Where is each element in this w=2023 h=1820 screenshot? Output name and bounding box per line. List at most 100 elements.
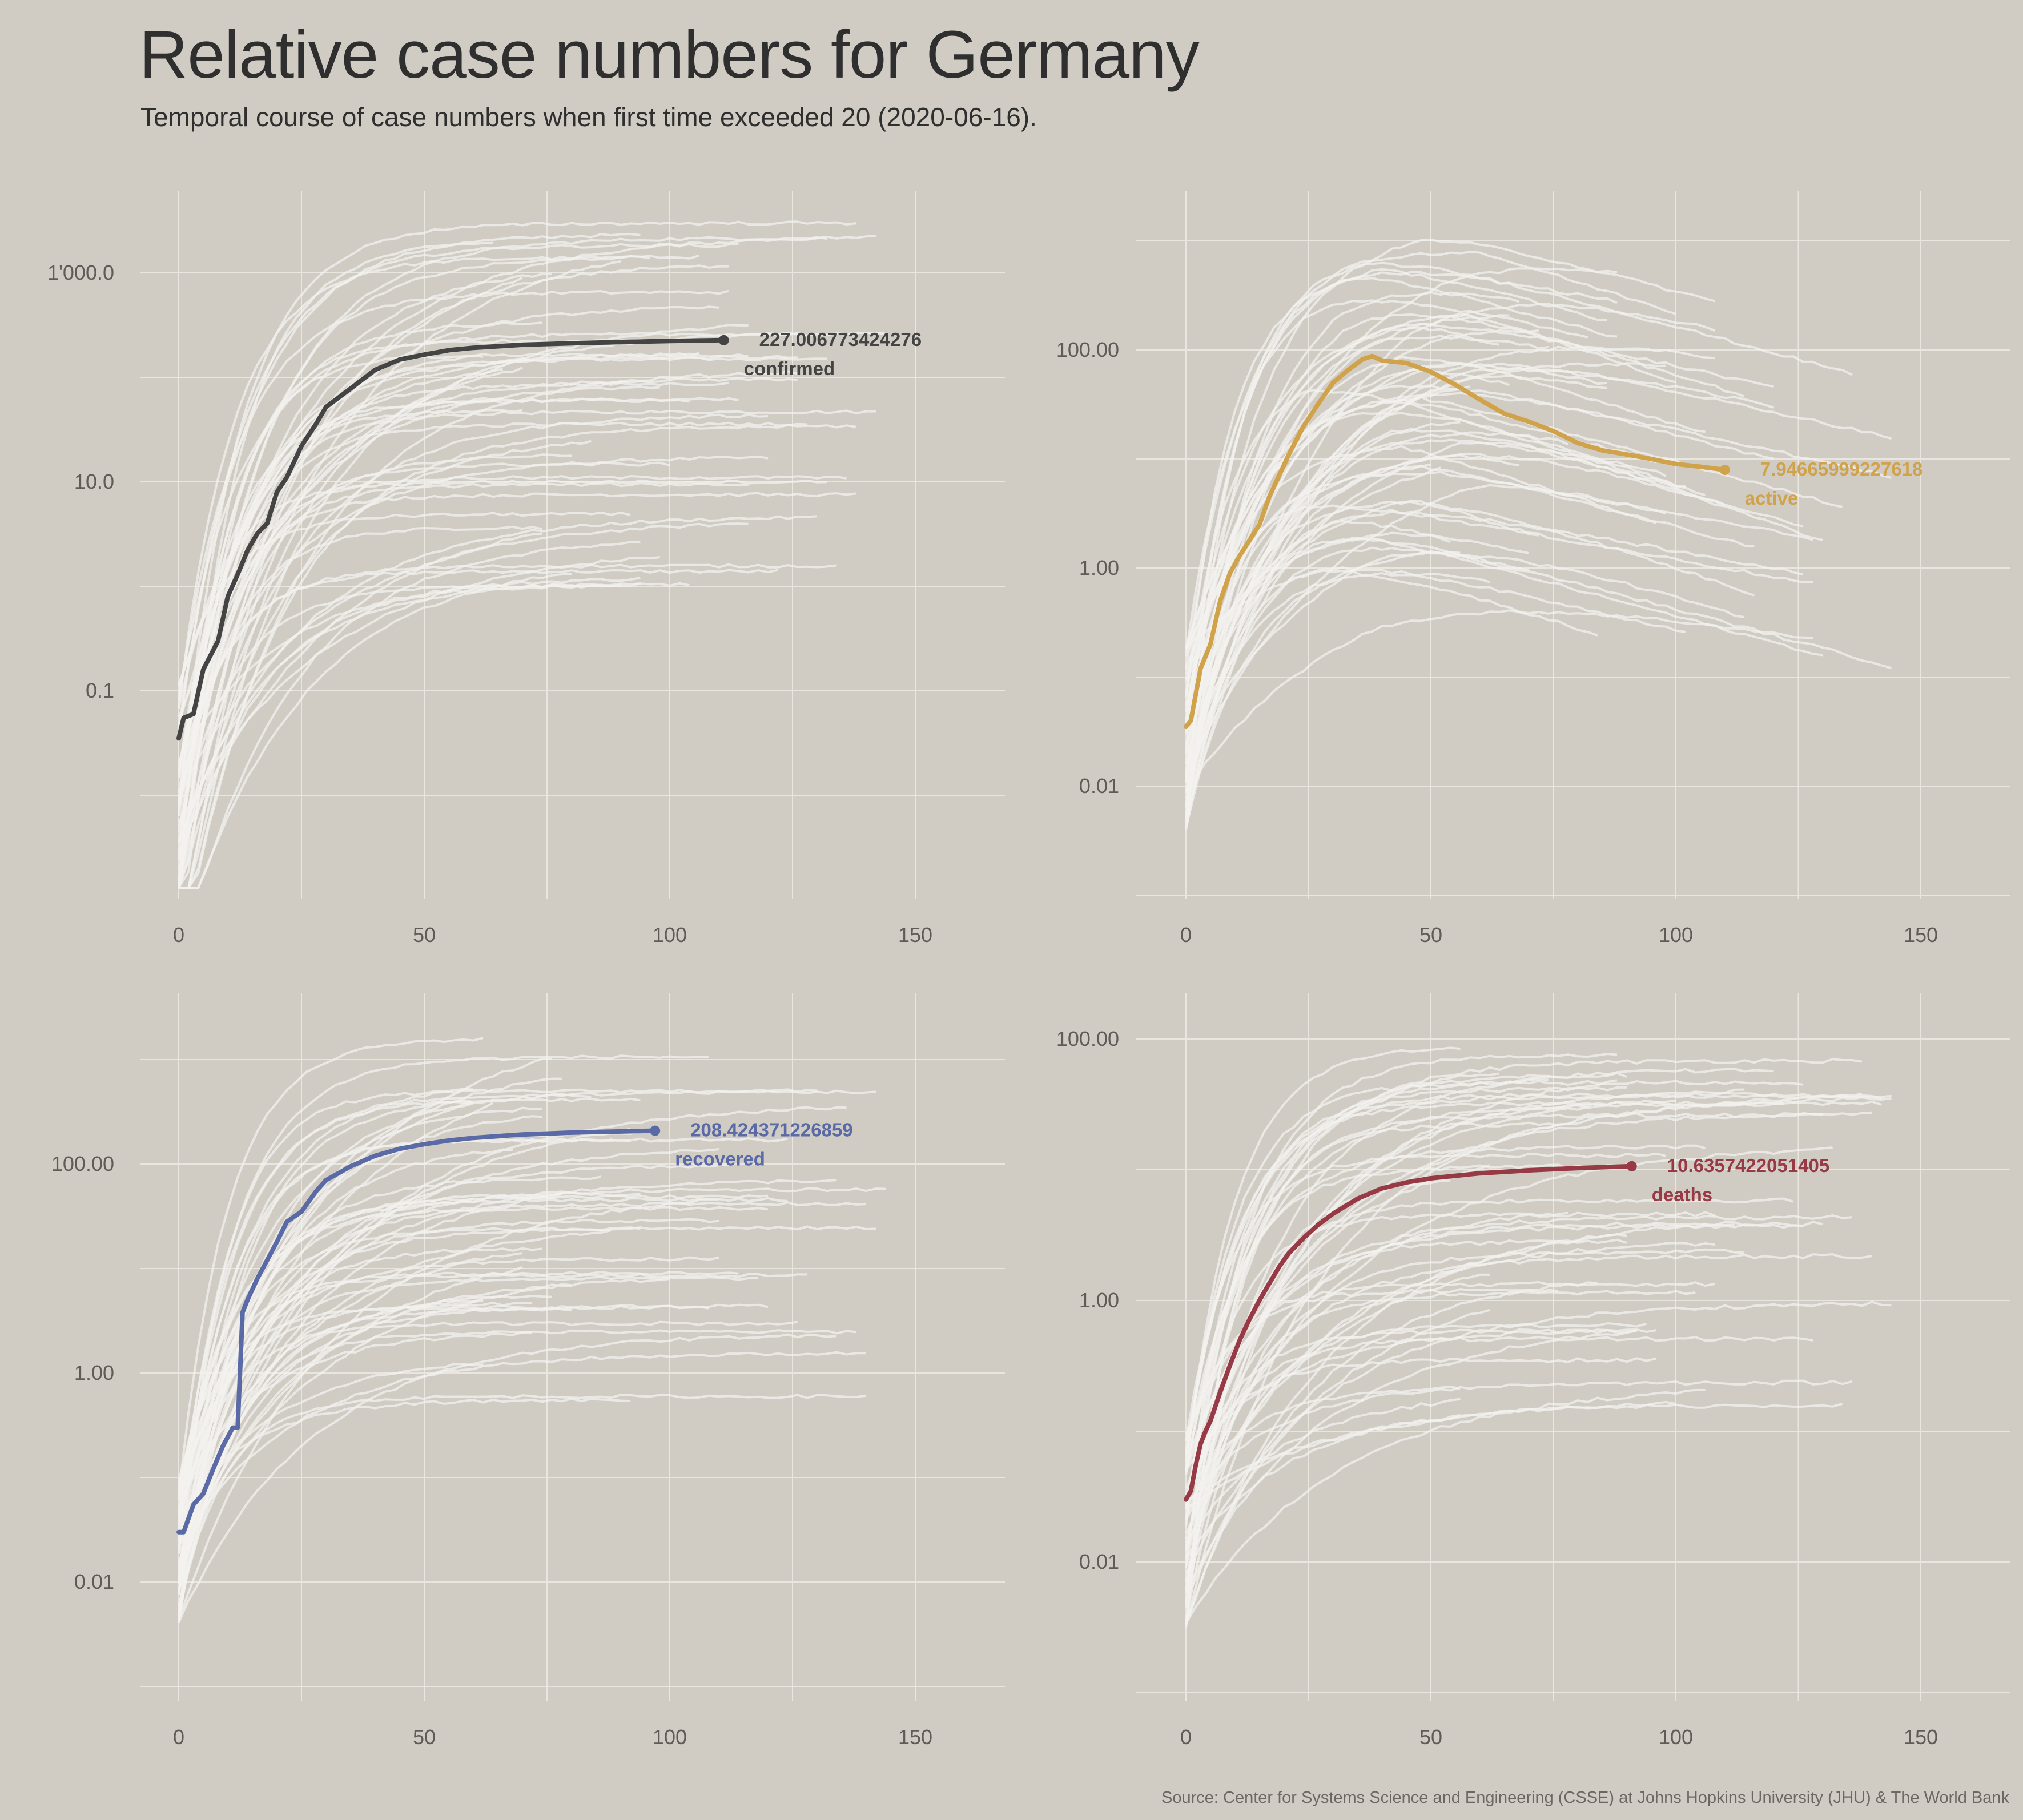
country-line: [178, 1398, 631, 1519]
country-line: [178, 1138, 631, 1553]
country-line: [178, 532, 542, 855]
y-tick-label: 1'000.0: [47, 261, 114, 284]
country-line: [178, 479, 827, 709]
country-line: [178, 1333, 837, 1624]
country-line: [178, 1106, 542, 1500]
country-line: [178, 352, 700, 808]
country-line: [1185, 239, 1716, 764]
highlight-line-deaths: [1184, 1163, 1634, 1502]
panel-recovered: 0 50 100 150 0.01 1.00 100.00 208.424371226859 r…: [51, 993, 1005, 1749]
highlight-endpoint: [1626, 1161, 1637, 1171]
other-countries-lines: [178, 1037, 886, 1624]
country-line: [1185, 421, 1461, 704]
other-countries-lines: [1185, 239, 1892, 831]
country-line: [1185, 345, 1715, 794]
panel-deaths: 0 50 100 150 0.01 1.00 100.00 10.6357422051405 d…: [1056, 993, 2010, 1749]
x-tick-label: 150: [898, 1725, 932, 1749]
country-line: [1185, 335, 1549, 783]
y-tick-label: 1.00: [1079, 556, 1119, 579]
country-line: [179, 367, 523, 889]
country-line: [178, 1201, 867, 1579]
country-line: [1185, 268, 1607, 753]
country-line: [1185, 1094, 1882, 1451]
country-line: [178, 305, 719, 888]
country-line: [1185, 520, 1451, 735]
y-tick-label: 100.00: [51, 1152, 114, 1175]
country-line: [178, 1089, 876, 1595]
chart-subtitle: Temporal course of case numbers when fir…: [140, 102, 1037, 132]
country-line: [1185, 1214, 1853, 1469]
country-line: [178, 1329, 856, 1619]
highlight-series-label: active: [1745, 488, 1799, 509]
y-tick-label: 0.1: [86, 679, 114, 702]
x-tick-label: 0: [173, 923, 184, 947]
country-line: [1185, 362, 1666, 748]
country-line: [178, 242, 739, 737]
country-line: [1185, 1330, 1637, 1589]
country-line: [1185, 1078, 1549, 1520]
country-line: [1185, 550, 1745, 752]
country-line: [178, 413, 769, 861]
highlight-series-label: confirmed: [744, 358, 835, 379]
highlight-endpoint: [1719, 465, 1730, 476]
country-line: [1185, 550, 1892, 822]
country-line: [1185, 1223, 1804, 1460]
country-line: [1185, 1357, 1657, 1489]
country-line: [178, 235, 876, 726]
country-line: [178, 254, 700, 860]
country-line: [1185, 1102, 1784, 1470]
other-countries-lines: [1185, 1046, 1892, 1629]
highlight-line-recovered: [176, 1128, 658, 1535]
highlight-value-label: 7.94665999227618: [1760, 458, 1923, 480]
country-line: [1185, 1388, 1706, 1624]
country-line: [1185, 1414, 1461, 1509]
country-line: [1185, 1242, 1715, 1549]
highlight-endpoint: [650, 1125, 661, 1136]
x-tick-label: 100: [1659, 1725, 1693, 1749]
country-line: [178, 409, 523, 888]
x-tick-label: 150: [898, 923, 932, 947]
highlight-line-active: [1184, 353, 1727, 730]
country-line: [178, 1088, 818, 1583]
country-line: [1185, 1094, 1892, 1435]
y-tick-label: 0.01: [1079, 774, 1119, 798]
x-tick-label: 150: [1904, 1725, 1938, 1749]
country-line: [1185, 510, 1804, 831]
country-line: [178, 461, 670, 889]
country-line: [1185, 323, 1774, 712]
panel-confirmed: 0 50 100 150 0.1 10.0 1'000.0 227.006773424276 c…: [47, 191, 1005, 947]
x-tick-label: 0: [1180, 1725, 1192, 1749]
source-note: Source: Center for Systems Science and E…: [1161, 1789, 2009, 1807]
country-line: [179, 264, 729, 889]
country-line: [1185, 1379, 1853, 1505]
country-line: [1185, 470, 1813, 778]
country-line: [1185, 1281, 1715, 1440]
chart-title: Relative case numbers for Germany: [139, 17, 1200, 92]
country-line: [1185, 1080, 1804, 1463]
country-line: [178, 220, 857, 815]
y-tick-label: 100.00: [1056, 1027, 1119, 1050]
country-line: [1185, 1398, 1461, 1544]
x-tick-label: 0: [1180, 923, 1192, 947]
highlight-value-label: 10.6357422051405: [1667, 1155, 1829, 1176]
country-line: [1185, 441, 1726, 782]
country-line: [1185, 1100, 1883, 1458]
country-line: [1185, 1088, 1745, 1589]
country-line: [1185, 1052, 1618, 1568]
country-line: [1185, 326, 1500, 696]
panel-active: 0 50 100 150 0.01 1.00 100.00 7.94665999227618 a…: [1056, 191, 2010, 947]
country-line: [1185, 484, 1667, 773]
country-line: [1185, 362, 1892, 816]
y-tick-label: 1.00: [74, 1361, 114, 1384]
y-tick-label: 100.00: [1056, 338, 1119, 361]
country-line: [178, 1137, 788, 1621]
country-line: [178, 582, 690, 888]
country-line: [1185, 1086, 1627, 1457]
country-line: [178, 1307, 572, 1593]
country-line: [178, 522, 749, 797]
country-line: [1185, 463, 1431, 732]
country-line: [178, 1320, 798, 1521]
country-line: [1185, 1079, 1618, 1548]
y-tick-label: 10.0: [74, 470, 114, 493]
country-line: [1185, 1058, 1863, 1471]
